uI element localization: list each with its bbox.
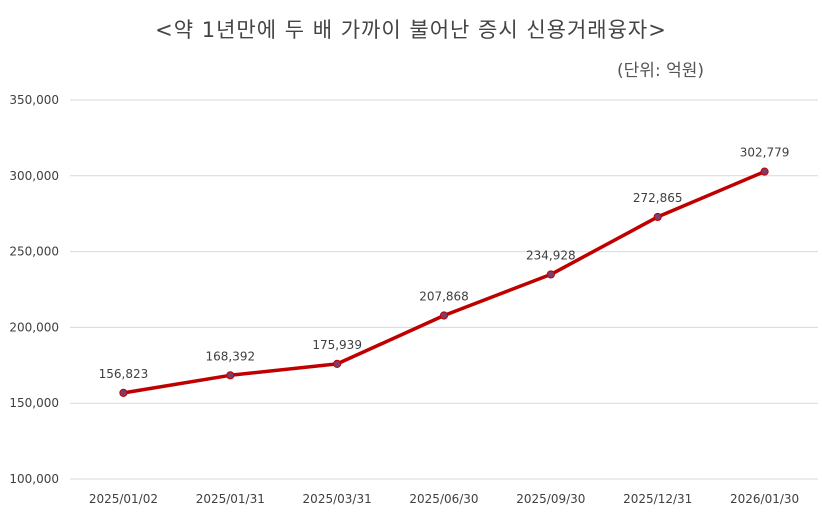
gridlines [70,99,818,480]
data-point [546,270,555,279]
y-tick-label: 150,000 [9,396,59,410]
data-point [226,371,235,380]
y-tick-label: 200,000 [9,320,59,334]
data-labels: 156,823 168,392 175,939 207,868 234,928 272,8… [99,146,790,381]
data-label: 156,823 [99,367,149,381]
data-label: 168,392 [205,349,255,363]
data-label: 207,868 [419,289,469,303]
data-point [439,311,449,320]
data-point [119,388,128,397]
data-point [333,359,342,368]
x-tick-label: 2025/09/30 [516,492,585,506]
x-tick-label: 2025/03/31 [303,492,372,506]
y-tick-label: 100,000 [9,472,59,486]
data-points [119,167,769,397]
data-label: 175,939 [312,338,362,352]
x-tick-label: 2026/01/30 [730,492,799,506]
x-axis-ticks: 2025/01/02 2025/01/31 2025/03/31 2025/06/30… [89,492,799,506]
x-tick-label: 2025/06/30 [409,492,478,506]
chart-title: <약 1년만에 두 배 가까이 불어난 증시 신용거래융자> [155,18,667,42]
y-tick-label: 300,000 [9,169,59,183]
y-axis-ticks: 100,000 150,000 200,000 250,000 300,000 350,0… [9,93,59,486]
data-label: 302,779 [740,146,790,160]
chart-unit-label: (단위: 억원) [617,61,704,81]
x-tick-label: 2025/01/02 [89,492,158,506]
x-tick-label: 2025/12/31 [623,492,692,506]
x-tick-label: 2025/01/31 [196,492,265,506]
data-label: 234,928 [526,248,576,262]
data-point [653,212,662,222]
data-label: 272,865 [633,191,683,205]
y-tick-label: 250,000 [9,245,59,259]
data-point [760,167,769,176]
y-tick-label: 350,000 [9,93,59,107]
